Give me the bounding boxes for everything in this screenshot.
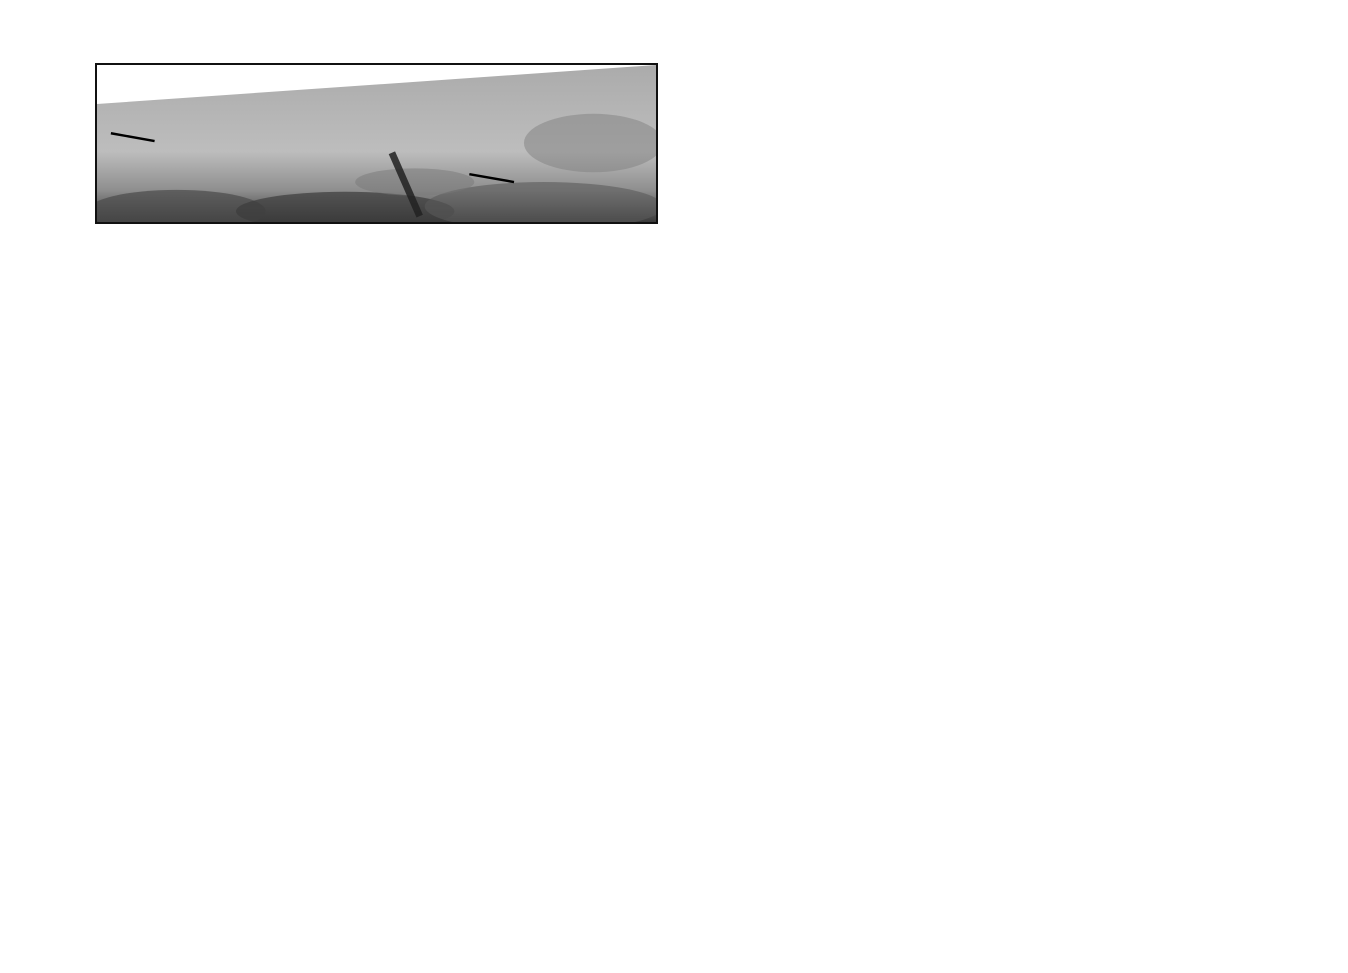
panel-a-image [95,63,658,224]
panel-a-letter [97,65,139,107]
